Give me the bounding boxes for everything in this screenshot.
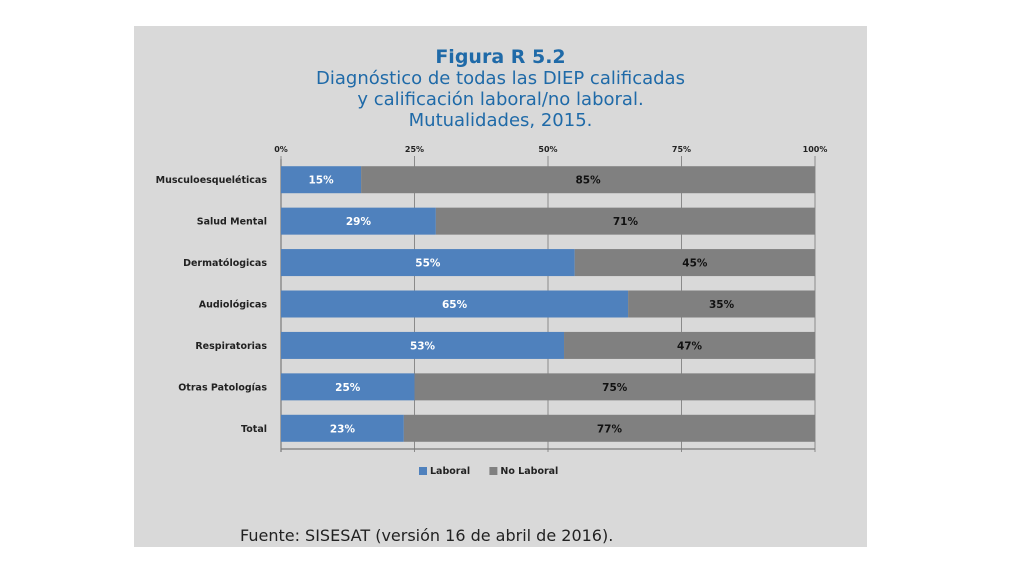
data-label: 25% <box>335 382 361 394</box>
data-label: 77% <box>597 423 623 435</box>
bar-laboral <box>281 290 629 318</box>
bar-no-laboral <box>403 414 815 442</box>
chart-subtitle-line-1: Diagnóstico de todas las DIEP calificada… <box>316 68 685 89</box>
data-label: 75% <box>602 382 628 394</box>
bar-laboral <box>281 207 436 235</box>
chart-title-block: Figura R 5.2 Diagnóstico de todas las DI… <box>134 46 867 131</box>
category-label: Salud Mental <box>197 217 267 228</box>
category-label: Audiológicas <box>199 300 268 311</box>
bar-no-laboral <box>435 207 815 235</box>
x-tick-label: 25% <box>405 145 424 154</box>
category-label: Otras Patologías <box>178 382 267 393</box>
bar-laboral <box>281 166 362 194</box>
data-label: 65% <box>442 299 468 311</box>
category-label: Respiratorias <box>195 341 267 352</box>
bar-no-laboral <box>414 373 815 401</box>
data-label: 35% <box>709 299 735 311</box>
category-label: Dermatólogicas <box>183 258 267 269</box>
legend-label: No Laboral <box>500 466 558 477</box>
category-label: Total <box>241 424 267 435</box>
data-label: 47% <box>677 340 703 352</box>
category-label: Musculoesqueléticas <box>156 175 268 186</box>
chart-subtitle-line-2: y calificación laboral/no laboral. <box>357 89 644 110</box>
source-note: Fuente: SISESAT (versión 16 de abril de … <box>240 526 614 545</box>
bar-no-laboral <box>574 249 815 277</box>
data-label: 53% <box>410 340 436 352</box>
bar-laboral <box>281 373 415 401</box>
x-tick-label: 0% <box>274 145 288 154</box>
data-label: 29% <box>346 216 372 228</box>
chart-title: Figura R 5.2 <box>435 46 566 68</box>
bar-no-laboral <box>564 331 815 359</box>
bar-laboral <box>281 249 575 277</box>
figure-panel: Figura R 5.2 Diagnóstico de todas las DI… <box>134 26 867 547</box>
bar-no-laboral <box>361 166 815 194</box>
x-tick-label: 100% <box>803 145 828 154</box>
data-label: 55% <box>415 258 441 270</box>
data-label: 71% <box>613 216 639 228</box>
x-tick-label: 75% <box>672 145 691 154</box>
x-tick-label: 50% <box>538 145 557 154</box>
data-label: 23% <box>330 423 356 435</box>
bar-no-laboral <box>628 290 815 318</box>
data-label: 85% <box>575 175 601 187</box>
data-label: 15% <box>308 175 334 187</box>
bar-laboral <box>281 414 404 442</box>
legend-label: Laboral <box>430 466 470 477</box>
legend-swatch <box>489 467 498 475</box>
bar-laboral <box>281 331 565 359</box>
data-label: 45% <box>682 258 708 270</box>
legend-swatch <box>419 467 427 475</box>
stacked-bar-chart: 0% 25% 50% 75% 100% Musculoesqueléticas 15% 85%… <box>156 145 828 477</box>
chart-subtitle-line-3: Mutualidades, 2015. <box>408 110 593 131</box>
